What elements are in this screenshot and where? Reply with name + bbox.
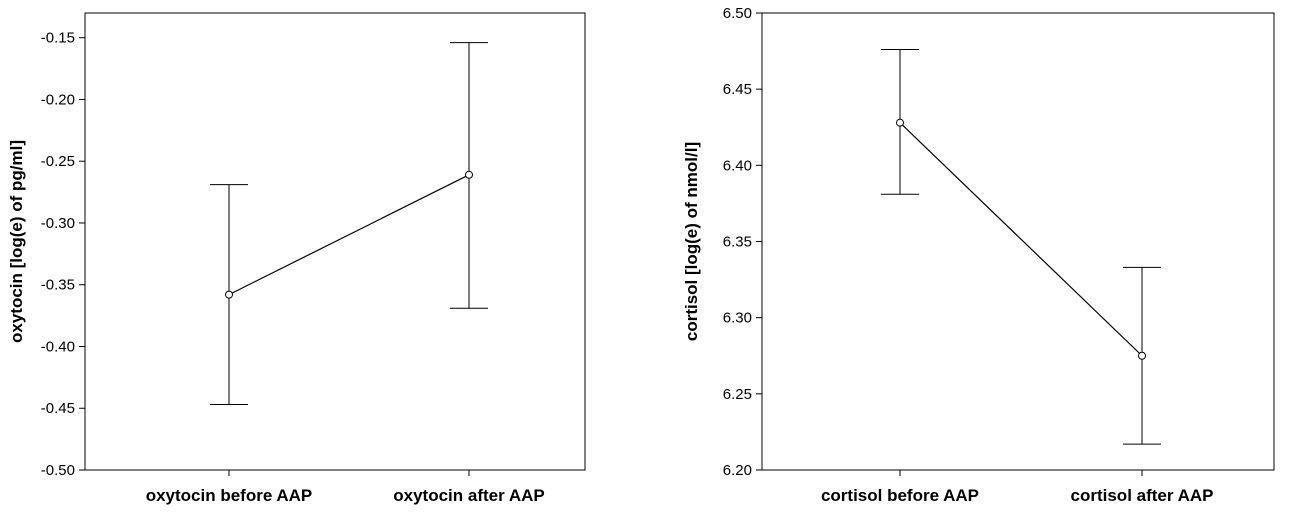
chart-1-y-tick-label: 6.50 [723,5,752,22]
chart-0-y-tick-label: -0.15 [41,30,75,47]
chart-0-y-tick-label: -0.45 [41,400,75,417]
chart-0-mean-point [225,290,233,299]
chart-0-y-tick-label: -0.50 [41,462,75,479]
chart-0-y-axis-title: oxytocin [log(e) of pg/ml] [7,140,26,343]
chart-1-y-tick-label: 6.30 [723,310,752,327]
chart-1-y-axis-title: cortisol [log(e) of nmol/l] [682,142,701,341]
chart-1-mean-point [896,118,904,127]
chart-0-y-tick-label: -0.40 [41,338,75,355]
chart-1-y-tick-label: 6.25 [723,386,752,403]
oxytocin-chart: -0.50 -0.45 -0.40 -0.35 -0.30 -0.25 -0.20 -0.15… [7,12,586,505]
chart-1-y-tick-label: 6.20 [723,462,752,479]
chart-0-y-tick-label: -0.20 [41,91,75,108]
chart-1-y-tick-label: 6.45 [723,81,752,98]
chart-0-mean-point [465,170,473,179]
chart-0-y-tick-label: -0.35 [41,277,75,294]
chart-0-category-label: oxytocin before AAP [146,486,313,505]
chart-1-plot-frame [761,12,1275,471]
chart-0-y-tick-label: -0.25 [41,153,75,170]
chart-1-mean-point [1138,351,1146,360]
cortisol-chart: 6.20 6.25 6.30 6.35 6.40 6.45 6.50 cortisol bef… [682,5,1275,505]
chart-1-y-tick-label: 6.35 [723,234,752,251]
chart-1-category-label: cortisol before AAP [821,486,979,505]
chart-0-y-tick-label: -0.30 [41,215,75,232]
chart-0-category-label: oxytocin after AAP [393,486,544,505]
chart-0-plot-frame [84,12,586,471]
chart-1-category-label: cortisol after AAP [1071,486,1214,505]
chart-1-y-tick-label: 6.40 [723,157,752,174]
chart-1-series-line [899,122,1143,357]
chart-0-series-line [228,174,470,296]
